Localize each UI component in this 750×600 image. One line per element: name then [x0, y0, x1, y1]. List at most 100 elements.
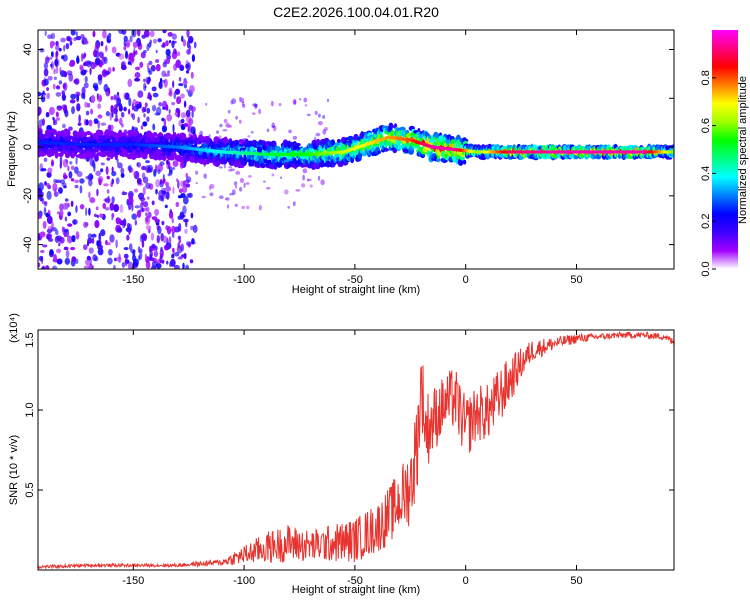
heatmap-blob [153, 250, 159, 258]
heatmap-blob [97, 74, 103, 81]
heatmap-blob [191, 110, 194, 118]
heatmap-blob [63, 232, 67, 238]
spectrogram-x-ticks: -150 -100 -50 0 50 [122, 30, 583, 286]
heatmap-blob [74, 184, 79, 189]
heatmap-blob [178, 76, 182, 82]
heatmap-blob [59, 156, 63, 165]
snr-panel: -150 -100 -50 0 50 0.5 1.0 1.5 Height of strai… [8, 313, 675, 596]
heatmap-blob [133, 171, 136, 176]
heatmap-blob [63, 246, 69, 251]
heatmap-blob [239, 186, 243, 192]
heatmap-blob [287, 206, 291, 209]
heatmap-blob [104, 207, 110, 211]
heatmap-blob [165, 159, 169, 165]
heatmap-blob [151, 86, 157, 92]
heatmap-blob [222, 129, 228, 132]
heatmap-blob [149, 250, 153, 258]
heatmap-blob [71, 256, 77, 263]
heatmap-blob [234, 203, 238, 207]
heatmap-blob [131, 213, 138, 220]
heatmap-blob [82, 221, 88, 229]
heatmap-blob [89, 257, 92, 266]
spectrogram-heatmap [38, 30, 674, 269]
heatmap-blob [82, 53, 86, 59]
x-tick-label: -50 [347, 575, 363, 587]
heatmap-blob [270, 100, 274, 107]
heatmap-blob [149, 94, 152, 101]
heatmap-blob [145, 261, 151, 269]
heatmap-blob [165, 48, 171, 57]
heatmap-blob [70, 246, 76, 251]
heatmap-blob [317, 120, 323, 126]
heatmap-blob [95, 57, 101, 66]
heatmap-blob [65, 249, 70, 259]
heatmap-blob [267, 145, 272, 150]
heatmap-blob [146, 107, 151, 114]
heatmap-blob [47, 209, 51, 215]
heatmap-blob [42, 94, 46, 98]
heatmap-blob [95, 170, 102, 177]
heatmap-blob [164, 204, 168, 209]
heatmap-blob [174, 112, 178, 116]
heatmap-blob [302, 168, 308, 174]
heatmap-blob [133, 188, 139, 193]
heatmap-blob [120, 173, 125, 178]
heatmap-blob [103, 83, 109, 93]
heatmap-blob [131, 30, 137, 38]
heatmap-blob [183, 100, 187, 108]
heatmap-blob [65, 43, 70, 50]
heatmap-blob [55, 111, 59, 118]
heatmap-blob [106, 175, 110, 180]
heatmap-blob [157, 38, 162, 43]
heatmap-blob [41, 197, 44, 202]
heatmap-blob [99, 213, 104, 218]
heatmap-blob [88, 247, 94, 254]
heatmap-blob [111, 46, 117, 54]
heatmap-blob [330, 139, 336, 146]
heatmap-blob [65, 159, 68, 164]
heatmap-blob [106, 189, 110, 194]
heatmap-blob [110, 104, 114, 114]
heatmap-blob [155, 49, 158, 54]
heatmap-blob [150, 232, 155, 241]
heatmap-blob [185, 264, 190, 269]
heatmap-blob [55, 85, 61, 90]
heatmap-blob [149, 39, 152, 45]
heatmap-blob [171, 40, 175, 49]
heatmap-blob [151, 243, 156, 249]
heatmap-blob [75, 258, 79, 264]
heatmap-blob [143, 78, 146, 83]
heatmap-blob [119, 204, 124, 213]
heatmap-blob [161, 79, 166, 83]
heatmap-blob [91, 233, 97, 238]
heatmap-blob [185, 64, 190, 69]
heatmap-blob [47, 75, 53, 81]
heatmap-blob [225, 122, 230, 128]
heatmap-blob [81, 40, 85, 45]
heatmap-blob [155, 263, 162, 269]
heatmap-blob [40, 249, 45, 254]
heatmap-blob [52, 116, 55, 120]
heatmap-blob [58, 80, 63, 85]
heatmap-blob [55, 65, 59, 74]
heatmap-blob [113, 204, 120, 213]
heatmap-blob [92, 254, 98, 262]
spectrogram-y-label: Frequency (Hz) [6, 111, 18, 187]
heatmap-blob [306, 113, 311, 117]
y-tick-label: 0 [22, 144, 34, 150]
heatmap-blob [134, 219, 138, 226]
heatmap-blob [113, 94, 117, 101]
spectrogram-x-label: Height of straight line (km) [292, 284, 420, 296]
heatmap-blob [116, 158, 119, 164]
heatmap-blob [105, 111, 111, 117]
heatmap-blob [135, 103, 142, 109]
heatmap-blob [71, 106, 76, 115]
heatmap-blob [161, 220, 165, 226]
heatmap-blob [152, 257, 158, 264]
heatmap-blob [132, 258, 139, 267]
heatmap-blob [98, 51, 104, 59]
heatmap-blob [172, 48, 177, 55]
heatmap-blob [63, 71, 68, 78]
heatmap-blob [98, 232, 102, 242]
heatmap-blob [238, 119, 242, 124]
